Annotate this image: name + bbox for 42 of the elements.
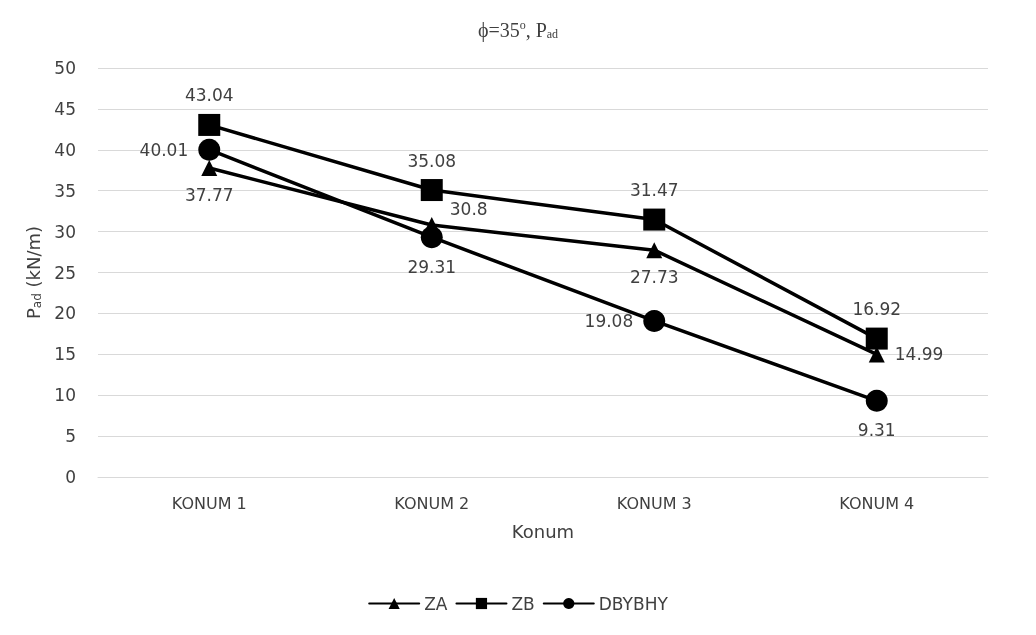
y-tick-label: 0: [65, 467, 76, 487]
y-tick-label: 5: [65, 426, 76, 447]
point: [643, 208, 666, 231]
data-label: 29.31: [407, 256, 457, 277]
data-label: 43.04: [184, 85, 234, 106]
legend-label: ZA: [424, 593, 448, 614]
y-tick-label: 20: [54, 303, 76, 324]
y-tick-label: 50: [54, 58, 76, 78]
data-label: 30.8: [449, 199, 488, 220]
data-label: 16.92: [852, 299, 902, 320]
x-axis-title: Konum: [511, 520, 575, 542]
data-label: 40.01: [139, 139, 189, 160]
y-tick-label: 10: [54, 385, 76, 406]
y-tick-label: 45: [54, 98, 76, 119]
y-tick-label: 40: [54, 139, 76, 160]
y-tick-label: 25: [54, 262, 76, 283]
y-tick-label: 35: [54, 180, 76, 201]
point: [865, 389, 888, 412]
data-label: 31.47: [629, 180, 679, 201]
legend-label: DBYBHY: [598, 593, 669, 614]
x-tick-label: KONUM 2: [394, 493, 470, 513]
legend-label: ZB: [511, 593, 535, 614]
point: [646, 242, 663, 259]
point: [643, 309, 666, 332]
data-label: 37.77: [184, 184, 234, 205]
data-label: 9.31: [857, 420, 896, 441]
y-tick-label: 15: [54, 344, 76, 365]
x-tick-label: KONUM 3: [616, 493, 692, 513]
point: [198, 113, 221, 136]
data-label: 19.08: [584, 310, 634, 331]
point: [420, 226, 443, 249]
point: [865, 327, 888, 350]
y-tick-label: 30: [54, 221, 76, 242]
y-axis-title: Pad (kN/m): [22, 225, 45, 320]
data-label: 35.08: [407, 150, 457, 171]
data-label: 14.99: [894, 344, 944, 365]
point: [420, 179, 443, 202]
x-tick-label: KONUM 4: [839, 493, 915, 513]
point: [201, 160, 218, 177]
point: [198, 138, 221, 161]
x-tick-label: KONUM 1: [171, 493, 247, 513]
data-label: 27.73: [629, 266, 679, 287]
